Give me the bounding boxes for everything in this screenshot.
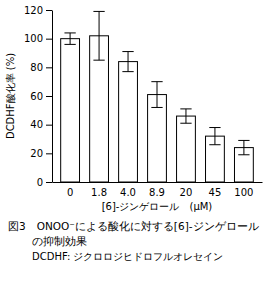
y-tick: 60 [30,91,52,102]
y-tick-mark [46,39,52,40]
bar [61,39,80,182]
x-axis: 0 1.8 4.0 8.9 20 45 100 [53,182,263,198]
error-bar-line [209,128,220,145]
y-tick: 20 [30,148,52,159]
error-bar-line [93,11,104,60]
y-tick-mark [46,125,52,126]
y-tick-mark [46,96,52,97]
error-bar [209,128,220,145]
caption-title: 図3 ONOO⁻による酸化に対する[6]-ジンゲロール [8,220,259,233]
bar [119,62,138,182]
y-tick-mark [46,10,52,11]
y-tick-label: 40 [30,119,43,130]
error-bar [151,82,162,108]
y-tick-label: 80 [30,62,43,73]
x-axis-title: [6]-ジンゲロール (μM) [102,201,213,212]
x-tick: 0 [67,182,73,198]
error-bar-line [122,52,133,72]
y-tick-label: 0 [37,177,43,188]
bar [177,116,196,182]
error-bar [180,109,191,123]
error-bar-line [180,109,191,123]
y-tick-mark [46,182,52,183]
error-bar-line [151,82,162,108]
y-tick-mark [46,153,52,154]
x-tick: 45 [209,182,222,198]
y-axis: 0 20 40 60 80 100 120 [24,5,53,188]
x-tick-label: 100 [234,187,253,198]
y-tick-label: 100 [24,33,43,44]
error-bar [122,52,133,72]
x-tick: 8.9 [149,182,165,198]
y-tick-label: 120 [24,5,43,16]
y-tick-label: 60 [30,91,43,102]
x-tick: 1.8 [91,182,107,198]
error-bar [64,33,75,44]
y-axis-title: DCDHF酸化率 (%) [5,53,16,139]
caption-note: DCDHF: ジクロロジヒドロフルオレセイン [32,251,223,262]
y-tick: 120 [24,5,52,16]
y-tick-mark [46,67,52,68]
y-tick-label: 20 [30,148,43,159]
error-bar [93,11,104,60]
chart: 0 20 40 60 80 100 120 0 1.8 4.0 8.9 20 45 100 DCDHF酸化率… [0,0,272,283]
x-tick-label: 45 [209,187,222,198]
x-tick-label: 20 [180,187,193,198]
error-bar-line [238,140,249,154]
error-bar [238,140,249,154]
y-tick: 100 [24,33,52,44]
x-tick: 20 [180,182,193,198]
y-tick: 80 [30,62,52,73]
y-tick: 40 [30,119,52,130]
x-axis-line [53,182,263,183]
x-tick: 4.0 [120,182,136,198]
plot-area [61,11,254,182]
x-tick-label: 4.0 [120,187,136,198]
y-tick: 0 [37,177,52,188]
caption-title: の抑制効果 [32,235,87,247]
x-tick: 100 [234,182,253,198]
error-bar-line [64,33,75,44]
x-tick-label: 0 [67,187,73,198]
y-axis-line [52,11,53,183]
x-tick-label: 1.8 [91,187,107,198]
x-tick-label: 8.9 [149,187,165,198]
